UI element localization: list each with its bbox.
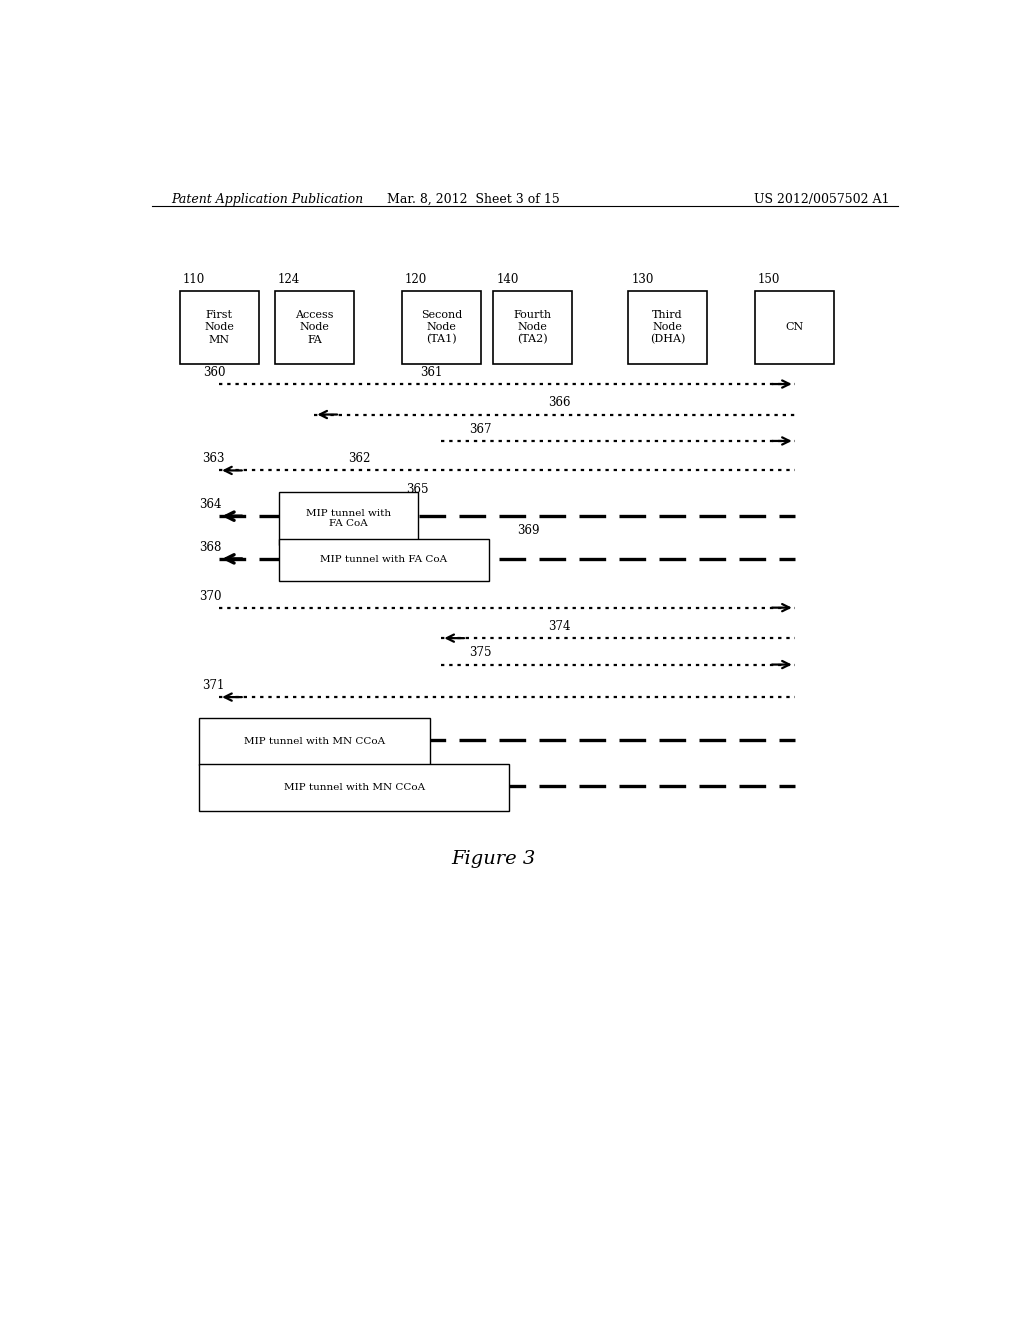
- Text: 369: 369: [517, 524, 540, 536]
- Bar: [755, 290, 835, 364]
- Text: CN: CN: [785, 322, 804, 333]
- Text: Patent Application Publication: Patent Application Publication: [172, 193, 364, 206]
- Bar: [279, 492, 418, 545]
- Text: 130: 130: [631, 273, 653, 286]
- Text: First
Node
MN: First Node MN: [205, 310, 234, 345]
- Text: 367: 367: [469, 422, 492, 436]
- Text: 363: 363: [202, 453, 224, 466]
- Text: 365: 365: [406, 483, 428, 496]
- Bar: [494, 290, 572, 364]
- Bar: [279, 539, 489, 581]
- Bar: [200, 718, 430, 766]
- Text: 140: 140: [497, 273, 518, 286]
- Text: 371: 371: [202, 678, 224, 692]
- Text: 368: 368: [200, 541, 222, 554]
- Text: 124: 124: [278, 273, 300, 286]
- Text: 372: 372: [200, 722, 222, 735]
- Text: 370: 370: [200, 590, 222, 602]
- Bar: [628, 290, 708, 364]
- Text: US 2012/0057502 A1: US 2012/0057502 A1: [755, 193, 890, 206]
- Text: MIP tunnel with MN CCoA: MIP tunnel with MN CCoA: [284, 783, 425, 792]
- Text: 374: 374: [549, 620, 571, 634]
- Text: Second
Node
(TA1): Second Node (TA1): [421, 309, 462, 345]
- Text: MIP tunnel with MN CCoA: MIP tunnel with MN CCoA: [244, 738, 385, 746]
- Text: Figure 3: Figure 3: [451, 850, 536, 867]
- Text: 360: 360: [204, 366, 226, 379]
- Text: MIP tunnel with FA CoA: MIP tunnel with FA CoA: [321, 556, 447, 565]
- Text: 373: 373: [303, 722, 325, 735]
- Text: Third
Node
(DHA): Third Node (DHA): [650, 309, 685, 345]
- Text: Access
Node
FA: Access Node FA: [295, 310, 334, 345]
- Bar: [274, 290, 354, 364]
- Text: 377: 377: [310, 767, 333, 780]
- Text: 361: 361: [420, 366, 442, 379]
- Text: 362: 362: [348, 453, 371, 466]
- Text: 150: 150: [758, 273, 780, 286]
- Text: 110: 110: [182, 273, 205, 286]
- Bar: [200, 764, 509, 810]
- Text: Fourth
Node
(TA2): Fourth Node (TA2): [514, 309, 552, 345]
- Text: 364: 364: [200, 498, 222, 511]
- Text: 120: 120: [404, 273, 427, 286]
- Text: 375: 375: [469, 647, 492, 660]
- Text: 366: 366: [549, 396, 571, 409]
- Text: 376: 376: [200, 767, 222, 780]
- Bar: [179, 290, 259, 364]
- Text: Mar. 8, 2012  Sheet 3 of 15: Mar. 8, 2012 Sheet 3 of 15: [387, 193, 559, 206]
- Text: MIP tunnel with
FA CoA: MIP tunnel with FA CoA: [305, 508, 391, 528]
- Bar: [401, 290, 481, 364]
